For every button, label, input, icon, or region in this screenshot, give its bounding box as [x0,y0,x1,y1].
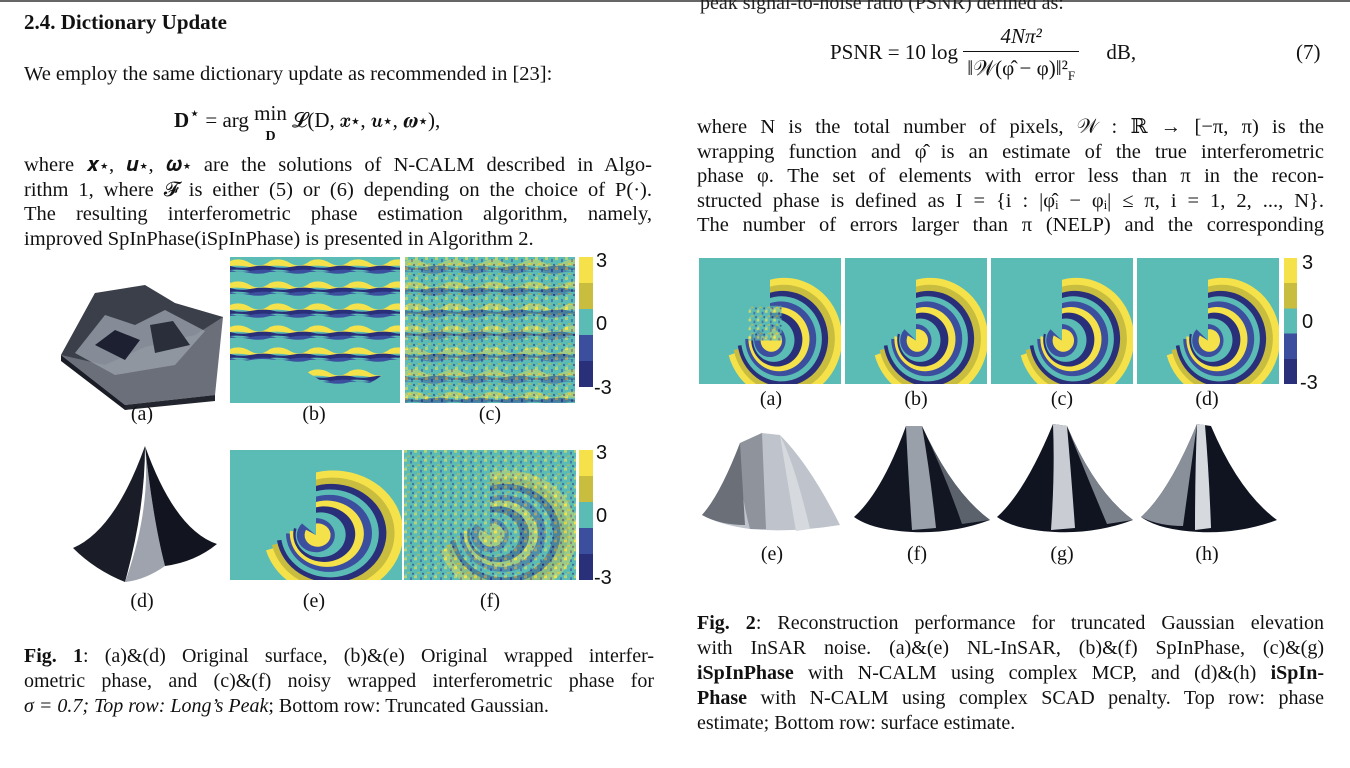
psnr-numerator: 4Nπ² [1000,24,1042,48]
fig2-caption-l4-bold: Phase [697,687,747,709]
fig1-label-c: (c) [478,403,502,425]
fig2-panel-f-surface [852,422,992,537]
fig1-cb-top-tick-zero: 0 [596,313,608,335]
fig2-cb-tick-min: -3 [1300,372,1318,394]
eq-rhs: 𝓛(D, 𝒙⋆, 𝒖⋆, 𝝎⋆), [286,108,441,132]
fig2-caption-l4-rest: with N-CALM using complex SCAD penalty. … [747,687,1324,709]
fig1-caption-l1: : (a)&(d) Original surface, (b)&(e) Orig… [82,645,654,667]
fig1-panel-d-gaussian-surface [65,440,225,590]
equation-dictionary-update: D⋆ = arg min D 𝓛(D, 𝒙⋆, 𝒖⋆, 𝝎⋆), [174,103,440,147]
fig2-caption-l2: with InSAR noise. (a)&(e) NL-InSAR, (b)&… [697,637,1324,659]
fig1-label-b: (b) [302,403,326,425]
left-para-line-4: improved SpInPhase(iSpInPhase) is presen… [24,227,534,250]
fig2-label-a: (a) [759,388,783,410]
left-para-line-2: rithm 1, where 𝓕 is either (5) or (6) de… [24,178,652,201]
fig1-panel-f-noisy-phase [404,450,576,580]
fig2-cb-tick-zero: 0 [1302,311,1314,333]
fig2-panel-d-phase [1137,258,1279,384]
fig2-panel-h-surface [1139,422,1279,537]
equation-psnr: PSNR = 10 log 4Nπ² ‖𝒲(φ̂ − φ)‖²F dB, [830,24,1136,84]
fig1-cb-top-tick-min: -3 [594,377,612,399]
fig2-caption-l3-bold-a: iSpInPhase [697,662,794,684]
right-para-line-5: The number of errors larger than π (NELP… [697,214,1324,236]
left-para-line-3: The resulting interferometric phase esti… [24,203,652,225]
eq-lhs: D [174,108,190,132]
fig2-caption-l3-bold-b: iSpIn- [1270,662,1324,684]
section-heading: 2.4. Dictionary Update [24,10,227,34]
fig2-caption-label: Fig. 2 [697,612,756,634]
fig2-colorbar [1284,258,1297,384]
fig2-cb-tick-max: 3 [1302,252,1314,274]
psnr-lhs: PSNR = 10 log [830,39,958,64]
page-top-border [0,0,1350,2]
right-para-line-3: phase φ. The set of elements with error … [697,165,1324,187]
fig2-caption: Fig. 2: Reconstruction performance for t… [697,611,1324,736]
eq-eq: = arg [200,108,255,132]
fig2-label-d: (d) [1195,388,1219,410]
fig2-label-f: (f) [907,543,927,565]
fig2-panel-g-surface [995,422,1135,537]
cut-off-line: peak signal-to-noise ratio (PSNR) define… [700,0,1064,14]
fig2-label-g: (g) [1050,543,1074,565]
fig2-panel-c-phase [991,258,1133,384]
psnr-denominator: ‖𝒲(φ̂ − φ)‖² [967,56,1068,80]
right-para-line-2: wrapping function and φ̂ is an estimate … [697,140,1324,163]
eq-min-sub: D [265,129,276,144]
fig1-caption-l2: ometric phase, and (c)&(f) noisy wrapped… [24,670,654,692]
fig1-caption-sigma: σ = 0.7; Top row: [24,695,171,717]
fig1-colorbar-top [579,257,593,387]
fig1-caption-l3-end: ; Bottom row: Truncated Gaussian. [268,695,549,717]
fig2-label-b: (b) [904,388,928,410]
fig2-label-h: (h) [1195,543,1219,565]
fig2-caption-l3-mid: with N-CALM using complex MCP, and (d)&(… [793,662,1271,684]
equation-number-7: (7) [1296,40,1321,64]
psnr-den-sub: F [1067,68,1076,84]
fig1-panel-e-wrapped-phase [230,450,402,580]
fig1-caption-label: Fig. 1 [24,645,83,667]
fig2-panel-e-surface [700,425,845,535]
psnr-unit: dB, [1106,39,1137,64]
left-para-line-1: where 𝒙⋆, 𝒖⋆, 𝝎⋆ are the solutions of N-… [24,154,652,176]
fig1-colorbar-bottom [579,450,593,580]
eq-min: min [254,101,287,125]
left-paragraph: where 𝒙⋆, 𝒖⋆, 𝝎⋆ are the solutions of N-… [24,153,652,251]
fig1-cb-bottom-tick-min: -3 [594,567,612,589]
left-intro: We employ the same dictionary update as … [24,63,553,85]
fig1-caption: Fig. 1: (a)&(d) Original surface, (b)&(e… [24,644,654,719]
fig1-caption-longs-peak: Long’s Peak [170,695,269,717]
right-paragraph: where N is the total number of pixels, 𝒲… [697,115,1324,238]
right-para-line-4: structed phase is defined as I = {i : |φ… [697,189,1324,212]
fig1-cb-bottom-tick-zero: 0 [596,505,608,527]
fig1-label-a: (a) [130,403,154,425]
fig2-label-c: (c) [1050,388,1074,410]
fig1-cb-bottom-tick-max: 3 [596,442,608,464]
fig1-label-f: (f) [480,590,500,612]
fig1-panel-b-wrapped-phase [230,257,400,403]
right-para-line-1: where N is the total number of pixels, 𝒲… [697,116,1324,138]
fig1-cb-top-tick-max: 3 [596,250,608,272]
fig1-panel-c-noisy-phase [405,257,575,403]
fig2-panel-a-phase [699,258,841,384]
fig2-panel-b-phase [845,258,987,384]
fig1-label-e: (e) [302,590,326,612]
fig2-caption-l5: estimate; Bottom row: surface estimate. [697,712,1016,734]
fig1-panel-a-surface [55,255,225,410]
fig2-caption-l1: : Reconstruction performance for truncat… [755,612,1325,634]
fig2-label-e: (e) [760,543,784,565]
eq-star: ⋆ [189,103,201,123]
fig1-label-d: (d) [130,590,154,612]
